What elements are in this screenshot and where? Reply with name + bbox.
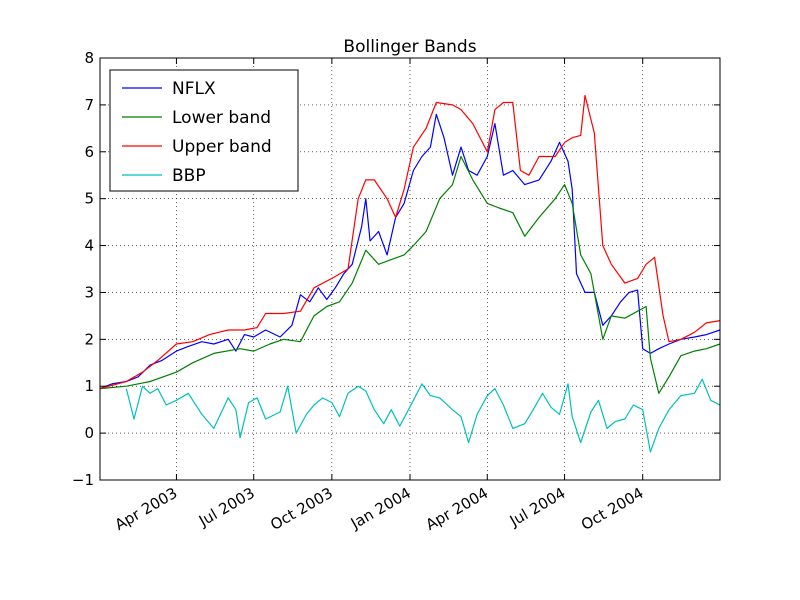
x-tick-label: Jul 2003 — [195, 484, 258, 531]
y-tick-label: 7 — [84, 96, 94, 114]
series-line-lower-band — [99, 155, 721, 394]
legend-box — [109, 69, 299, 192]
legend: NFLX Lower band Upper band BBP — [109, 69, 299, 192]
x-tick-label: Apr 2003 — [112, 484, 181, 534]
y-tick-label: 8 — [84, 49, 94, 67]
legend-label: Lower band — [172, 108, 271, 128]
y-tick-label: 4 — [84, 237, 94, 255]
series-line-upper-band — [99, 94, 721, 390]
legend-label: BBP — [172, 166, 206, 186]
x-tick-label: Jan 2004 — [347, 484, 414, 533]
x-tick-label: Oct 2003 — [267, 484, 336, 534]
series-line-bbp — [125, 378, 721, 453]
y-tick-label: −1 — [72, 471, 94, 489]
chart-title: Bollinger Bands — [343, 37, 476, 57]
y-tick-label: 2 — [84, 330, 94, 348]
x-tick-label: Apr 2004 — [423, 484, 492, 534]
legend-label: Upper band — [172, 137, 272, 157]
legend-label: NFLX — [172, 79, 216, 99]
y-tick-label: 1 — [84, 377, 94, 395]
y-tick-label: 3 — [84, 283, 94, 301]
grid-lines — [100, 58, 720, 480]
series-lines — [99, 94, 721, 453]
x-tick-label: Jul 2004 — [506, 484, 569, 531]
y-tick-label: 6 — [84, 143, 94, 161]
y-tick-label: 0 — [84, 424, 94, 442]
x-tick-label: Oct 2004 — [578, 484, 647, 534]
y-tick-label: 5 — [84, 190, 94, 208]
